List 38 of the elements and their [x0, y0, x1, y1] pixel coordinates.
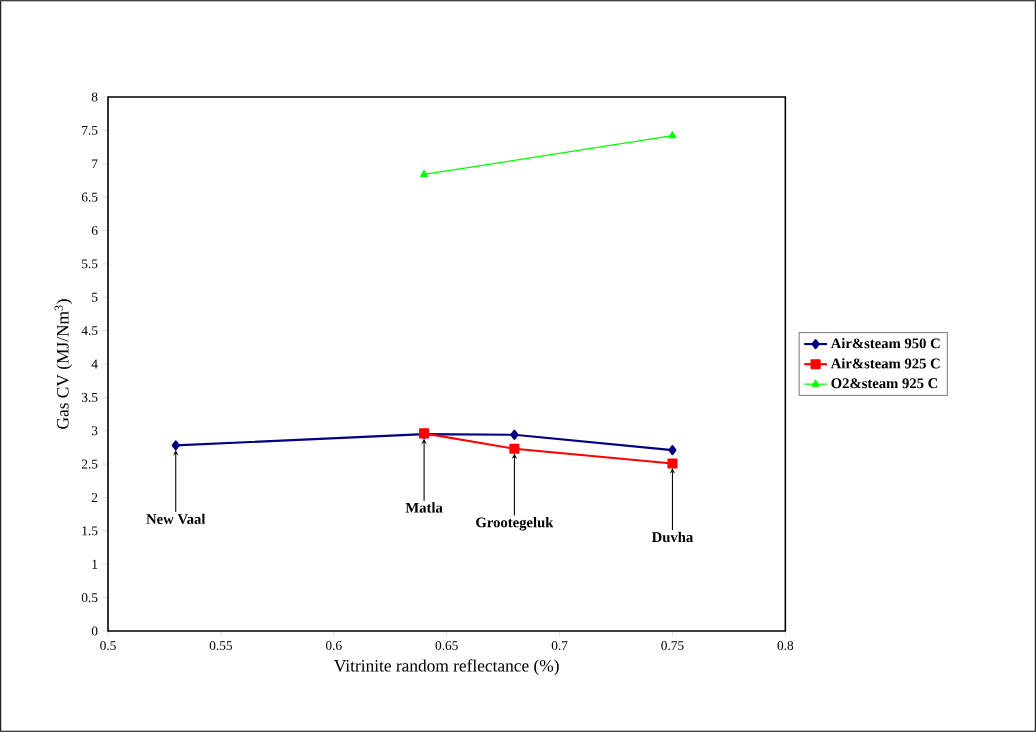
y-tick-label: 1.5 [82, 526, 98, 536]
x-axis-title: Vitrinite random reflectance (%) [334, 659, 559, 676]
x-tick-label: 0.5 [100, 641, 116, 651]
x-tick-label: 0.55 [209, 641, 233, 651]
y-tick-label: 5 [92, 292, 98, 302]
y-tick-label: 3.5 [81, 392, 98, 402]
y-tick-label: 8 [91, 92, 98, 102]
y-axis-title: Gas CV (MJ/Nm$^{3}$) [54, 299, 73, 429]
point [509, 443, 520, 454]
y-tick-label: 7 [92, 159, 98, 169]
point [668, 445, 677, 456]
point [510, 429, 519, 440]
y-tick-label: 0.5 [81, 593, 98, 603]
y-tick-label: 4.5 [81, 326, 98, 336]
legend-label: Air&steam 925 C [830, 358, 940, 369]
y-tick-label: 6 [91, 226, 98, 235]
annotation: Grootegeluk [476, 517, 554, 531]
y-tick-label: 7.5 [82, 125, 98, 135]
y-tick-label: 3 [91, 426, 98, 436]
x-tick-label: 0.7 [551, 641, 568, 651]
annotation: Duvha [651, 531, 693, 543]
y-tick-label: 2.5 [81, 459, 98, 469]
legend-label: O2&steam 925 C [831, 378, 938, 389]
y-tick-label: 2 [91, 493, 98, 502]
x-tick-label: 0.8 [777, 641, 794, 651]
legend-label: Air&steam 950 C [830, 337, 940, 349]
y-tick-label: 5.5 [82, 259, 98, 269]
y-tick-label: 4 [91, 359, 98, 369]
x-tick-label: 0.75 [661, 641, 684, 651]
y-tick-label: 1 [92, 559, 98, 569]
y-tick-label: 6.5 [81, 192, 98, 202]
x-tick-label: 0.65 [435, 641, 458, 651]
point [171, 440, 180, 451]
y-tick-label: 0 [91, 626, 98, 636]
annotation: New Vaal [146, 513, 206, 525]
x-tick-label: 0.6 [325, 641, 342, 651]
annotation: Matla [405, 502, 443, 513]
point [667, 458, 678, 469]
